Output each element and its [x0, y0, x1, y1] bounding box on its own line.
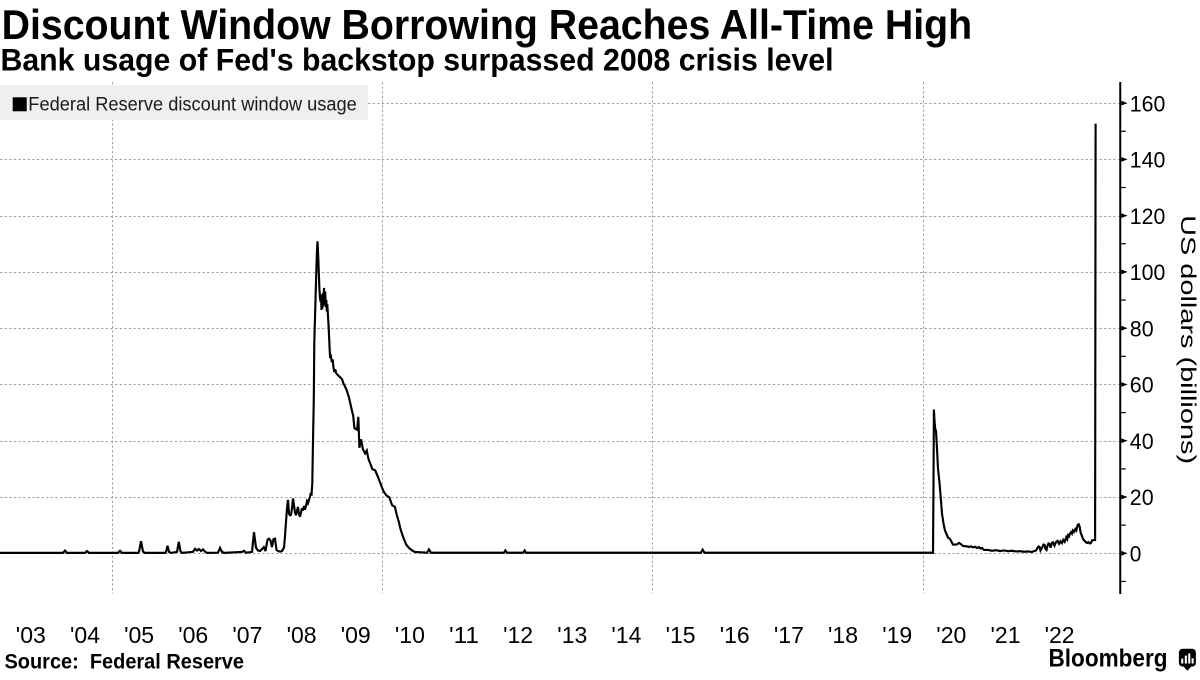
svg-text:'21: '21: [991, 622, 1021, 648]
svg-text:'15: '15: [666, 622, 696, 648]
svg-text:'13: '13: [557, 622, 587, 648]
svg-text:Discount Window Borrowing Reac: Discount Window Borrowing Reaches All-Ti…: [2, 1, 973, 48]
svg-text:'20: '20: [936, 622, 966, 648]
svg-text:'05: '05: [124, 622, 154, 648]
svg-text:US dollars (billions): US dollars (billions): [1176, 215, 1200, 464]
svg-text:Bank usage of Fed's backstop s: Bank usage of Fed's backstop surpassed 2…: [1, 42, 834, 78]
svg-text:'10: '10: [395, 622, 425, 648]
svg-text:160: 160: [1130, 91, 1166, 116]
svg-text:80: 80: [1130, 316, 1154, 341]
svg-text:Federal Reserve discount windo: Federal Reserve discount window usage: [28, 93, 357, 115]
svg-text:60: 60: [1130, 373, 1154, 398]
svg-text:100: 100: [1130, 260, 1166, 285]
svg-text:'06: '06: [178, 622, 208, 648]
svg-text:0: 0: [1130, 542, 1142, 567]
svg-text:'22: '22: [1045, 622, 1075, 648]
svg-text:40: 40: [1130, 429, 1154, 454]
svg-text:'07: '07: [232, 622, 262, 648]
svg-text:'09: '09: [341, 622, 371, 648]
svg-text:'03: '03: [16, 622, 46, 648]
svg-text:120: 120: [1130, 204, 1166, 229]
svg-text:'16: '16: [720, 622, 750, 648]
svg-text:Source: Federal Reserve: Source: Federal Reserve: [5, 650, 245, 674]
svg-text:140: 140: [1130, 148, 1166, 173]
svg-text:'17: '17: [774, 622, 804, 648]
svg-text:'11: '11: [449, 622, 479, 648]
svg-text:'04: '04: [70, 622, 100, 648]
svg-text:'18: '18: [828, 622, 858, 648]
svg-text:20: 20: [1130, 485, 1154, 510]
svg-text:'08: '08: [287, 622, 317, 648]
svg-text:'14: '14: [611, 622, 641, 648]
svg-text:Bloomberg: Bloomberg: [1049, 646, 1168, 673]
svg-text:'12: '12: [503, 622, 533, 648]
svg-text:'19: '19: [882, 622, 912, 648]
